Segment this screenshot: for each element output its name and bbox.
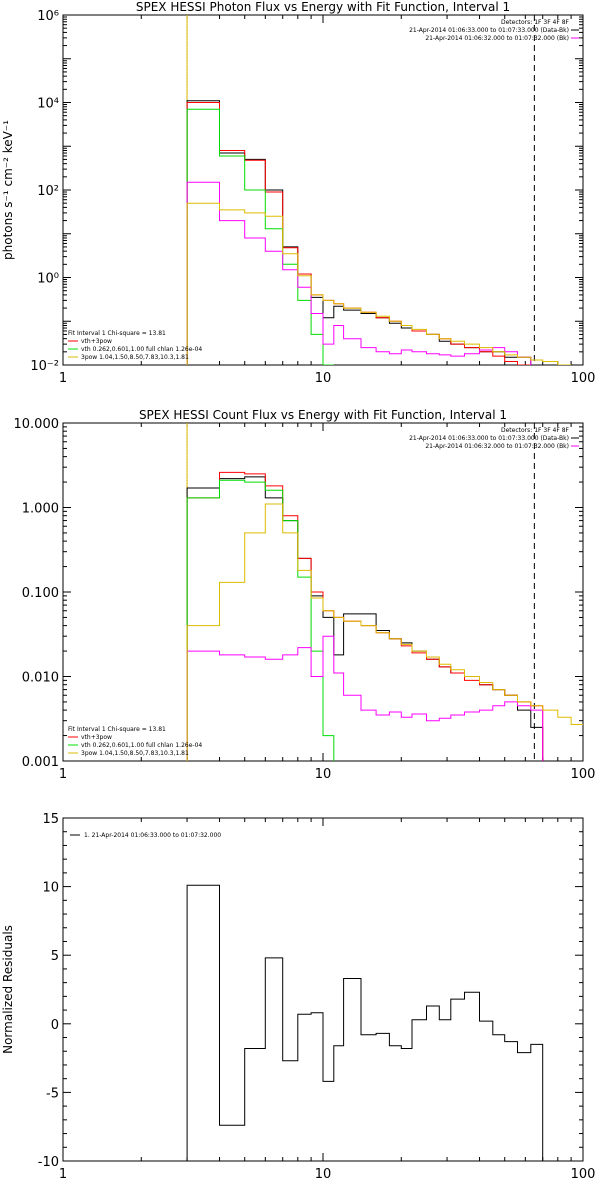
plot-frame xyxy=(62,817,584,1162)
x-tick-label: 10 xyxy=(315,1167,332,1182)
chart-3: Normalized Residuals 1 10 100 -10 -5 0 5 10 15 1. … xyxy=(1,812,595,1182)
legend-left-text: Fit Interval 1 Chi-square = 13.81 xyxy=(68,726,166,733)
y-tick-label: 0.001 xyxy=(22,755,59,770)
legend-right-text: 21-Apr-2014 01:06:33.000 to 01:07:33.000… xyxy=(409,435,569,442)
x-tick-label: 100 xyxy=(571,371,596,386)
series-3-line xyxy=(186,108,334,365)
chart-2: SPEX HESSI Count Flux vs Energy with Fit… xyxy=(14,408,596,782)
x-tick-label: 10 xyxy=(315,767,332,782)
chart-1: SPEX HESSI Photon Flux vs Energy with Fi… xyxy=(1,0,595,386)
series-2-line xyxy=(186,102,531,365)
series-4-line xyxy=(186,635,544,761)
series-5-line xyxy=(186,202,572,365)
legend-right-text: 21-Apr-2014 01:06:32.000 to 01:07:32.000… xyxy=(425,443,569,450)
series-group xyxy=(186,100,572,365)
y-tick-label: 10² xyxy=(37,184,59,199)
y-tick-label: 1.000 xyxy=(22,502,59,517)
legend-left-text: 3pow 1.04,1.50,8.50,7.83,10.3,1.81 xyxy=(81,354,189,361)
series-3-line xyxy=(186,479,335,761)
legend-left-text: 1. 21-Apr-2014 01:06:33.000 to 01:07:32.… xyxy=(84,832,221,839)
x-tick-label: 100 xyxy=(571,1167,596,1182)
y-tick-label: 10 xyxy=(42,881,59,896)
y-tick-label: 10.000 xyxy=(14,417,60,432)
y-tick-label: 10⁶ xyxy=(37,9,59,24)
x-tick-label: 1 xyxy=(59,371,67,386)
series-1-line xyxy=(186,476,544,761)
y-tick-label: 10⁻² xyxy=(30,359,59,374)
chart-title: SPEX HESSI Photon Flux vs Energy with Fi… xyxy=(136,0,510,14)
x-tick-label: 10 xyxy=(315,371,332,386)
x-tick-label: 100 xyxy=(571,767,596,782)
y-tick-label: -10 xyxy=(38,1155,59,1170)
y-tick-label: 0.100 xyxy=(22,586,59,601)
y-tick-label: 5 xyxy=(51,949,59,964)
x-tick-label: 1 xyxy=(59,767,67,782)
legend-right-text: 21-Apr-2014 01:06:32.000 to 01:07:32.000… xyxy=(425,35,569,42)
legend-left-text: vth+3pow xyxy=(81,338,112,345)
y-tick-label: 10⁰ xyxy=(37,272,59,287)
series-group xyxy=(186,471,583,761)
series-group xyxy=(186,884,544,1161)
chart-title: SPEX HESSI Count Flux vs Energy with Fit… xyxy=(139,408,507,422)
y-tick-label: -5 xyxy=(46,1086,59,1101)
legend-left-text: vth 0.262,0.601,1.00 full chlan 1.26e-04 xyxy=(81,742,202,749)
legend-left-text: vth+3pow xyxy=(81,734,112,741)
y-tick-label: 0.010 xyxy=(22,671,59,686)
series-1-line xyxy=(186,884,544,1161)
x-tick-label: 1 xyxy=(59,1167,67,1182)
legend-left-text: vth 0.262,0.601,1.00 full chlan 1.26e-04 xyxy=(81,346,202,353)
series-5-line xyxy=(186,503,583,761)
series-1-line xyxy=(186,100,532,365)
y-axis-label: photons s⁻¹ cm⁻² keV⁻¹ xyxy=(1,120,15,260)
y-tick-label: 10⁴ xyxy=(37,97,59,112)
series-4-line xyxy=(186,181,532,365)
legend-left-text: 3pow 1.04,1.50,8.50,7.83,10.3,1.81 xyxy=(81,750,189,757)
y-tick-label: 0 xyxy=(51,1018,59,1033)
legend-left-text: Fit Interval 1 Chi-square = 13.81 xyxy=(68,330,166,337)
y-axis-label: Normalized Residuals xyxy=(1,925,15,1054)
legend-right-text: Detectors: 1F 3F 4F 8F xyxy=(501,427,570,434)
series-2-line xyxy=(186,471,544,761)
legend-right-text: Detectors: 1F 3F 4F 8F xyxy=(501,19,570,26)
y-tick-label: 15 xyxy=(42,812,59,827)
legend-right-text: 21-Apr-2014 01:06:33.000 to 01:07:33.000… xyxy=(409,27,569,34)
